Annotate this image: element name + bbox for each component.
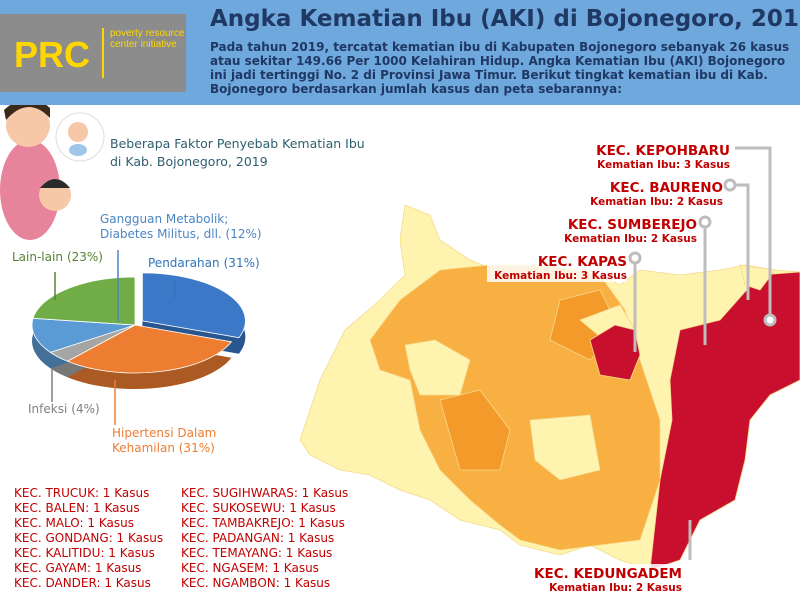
slice-label-name: Pendarahan [148,256,220,270]
map-label-bg [487,252,627,282]
map-label-bg [542,564,682,594]
case-item: KEC. GONDANG: 1 Kasus [14,531,163,545]
district-cases: Kematian Ibu: 2 Kasus [590,196,723,208]
slice-value-label: (31%) [179,441,215,455]
district-cases: Kematian Ibu: 3 Kasus [494,270,627,282]
district-name: KEC. KAPAS [538,254,627,270]
header: PRC poverty resource center initiative A… [0,0,800,105]
case-item: KEC. SUKOSEWU: 1 Kasus [181,501,336,515]
slice-value-label: (12%) [226,227,262,241]
logo-divider [102,28,104,78]
pie: Pendarahan (31%)Hipertensi Dalam Kehamilan… [12,212,262,455]
logo-text: PRC [14,34,91,75]
pie-title-line: di Kab. Bojonegoro, 2019 [110,154,268,169]
pie-slice [31,317,136,353]
map-label-bg [590,141,730,171]
slice-label: Gangguan Metabolik; Diabetes Militus, dll… [100,212,262,241]
district-cases: Kematian Ibu: 3 Kasus [597,159,730,171]
pie-slice [32,276,136,326]
case-item: KEC. PADANGAN: 1 Kasus [181,531,334,545]
slice-label-name: Lain-lain [12,250,63,264]
map [299,204,800,571]
slice-label-name: Gangguan Metabolik; [100,212,228,226]
case-item: KEC. SUGIHWARAS: 1 Kasus [181,486,348,500]
case-item: KEC. NGAMBON: 1 Kasus [181,576,330,590]
case-item: KEC. DANDER: 1 Kasus [14,576,151,590]
case-item: KEC. TRUCUK: 1 Kasus [14,486,149,500]
slice-label: Hipertensi Dalam Kehamilan (31%) [112,426,216,455]
logo-tagline: poverty resource center initiative [110,28,185,50]
district-cases: Kematian Ibu: 2 Kasus [564,233,697,245]
pie-title: Beberapa Faktor Penyebab Kematian Ibu di… [110,136,369,169]
district-name: KEC. KEPOHBARU [596,143,730,159]
pie-slice [66,324,233,374]
slice-label-name-cont: Kehamilan [112,441,179,455]
case-item: KEC. TEMAYANG: 1 Kasus [181,546,332,560]
case-item: KEC. NGASEM: 1 Kasus [181,561,319,575]
slice-label: Lain-lain (23%) [12,250,103,264]
slice-label: Infeksi (4%) [28,402,100,416]
slice-value-label: (4%) [71,402,99,416]
case-item: KEC. MALO: 1 Kasus [14,516,134,530]
district-name: KEC. KEDUNGADEM [534,566,682,582]
mother-illustration [0,98,105,240]
slice-label-name: Hipertensi Dalam [112,426,216,440]
slice-label: Pendarahan (31%) [148,256,260,270]
case-item: KEC. GAYAM: 1 Kasus [14,561,141,575]
pie-slice [141,272,246,339]
title: Angka Kematian Ibu (AKI) di Bojonegoro, … [210,6,800,32]
case-item: KEC. KALITIDU: 1 Kasus [14,546,155,560]
district-cases: Kematian Ibu: 2 Kasus [549,582,682,594]
intro-paragraph: Pada tahun 2019, tercatat kematian ibu d… [210,40,790,96]
pie-title-line: Beberapa Faktor Penyebab Kematian Ibu [110,136,365,151]
slice-label-name: Infeksi [28,402,67,416]
logo: PRC poverty resource center initiative [0,14,186,92]
case-item: KEC. TAMBAKREJO: 1 Kasus [181,516,345,530]
case-item: KEC. BALEN: 1 Kasus [14,501,140,515]
slice-value-label: (31%) [224,256,260,270]
map-label-bg [583,178,723,208]
map-label-bg [557,215,697,245]
leader-lines [628,146,777,560]
slice-value-label: (23%) [67,250,103,264]
slice-label-name-cont: Diabetes Militus, dll. [100,227,226,241]
district-name: KEC. SUMBEREJO [568,217,697,233]
district-name: KEC. BAURENO [610,180,723,196]
